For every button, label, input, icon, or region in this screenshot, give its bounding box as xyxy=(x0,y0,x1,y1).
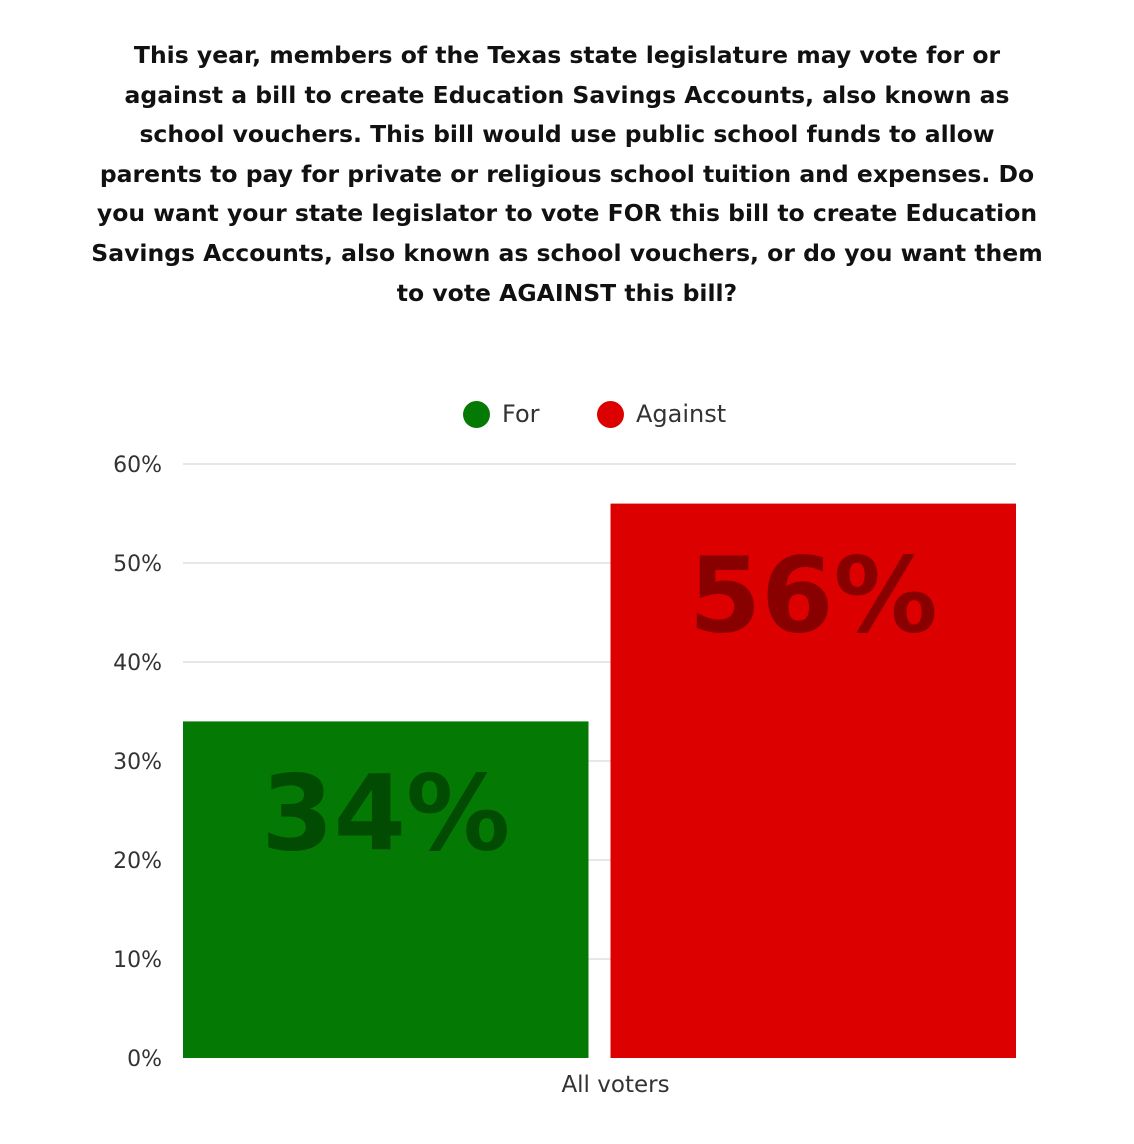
y-tick-label: 40% xyxy=(113,651,162,676)
legend-swatch-for xyxy=(463,400,490,428)
x-category-label: All voters xyxy=(561,1072,669,1098)
legend-label-for: For xyxy=(502,400,540,428)
y-tick-label: 20% xyxy=(113,849,162,874)
legend: For Against xyxy=(0,396,1134,432)
bar-for[interactable] xyxy=(183,721,589,1058)
y-tick-label: 30% xyxy=(113,750,162,775)
y-tick-label: 10% xyxy=(113,948,162,973)
legend-swatch-against xyxy=(597,400,624,428)
chart-title: This year, members of the Texas state le… xyxy=(91,41,1043,307)
data-label-for: 34% xyxy=(261,752,510,874)
data-label-against: 56% xyxy=(689,535,938,657)
bar-against[interactable] xyxy=(610,503,1017,1059)
legend-label-against: Against xyxy=(636,400,727,428)
y-tick-label: 50% xyxy=(113,552,162,577)
y-tick-label: 0% xyxy=(127,1047,162,1072)
legend-item-against[interactable]: Against xyxy=(597,396,726,432)
y-tick-label: 60% xyxy=(113,453,162,478)
legend-item-for[interactable]: For xyxy=(463,396,540,432)
